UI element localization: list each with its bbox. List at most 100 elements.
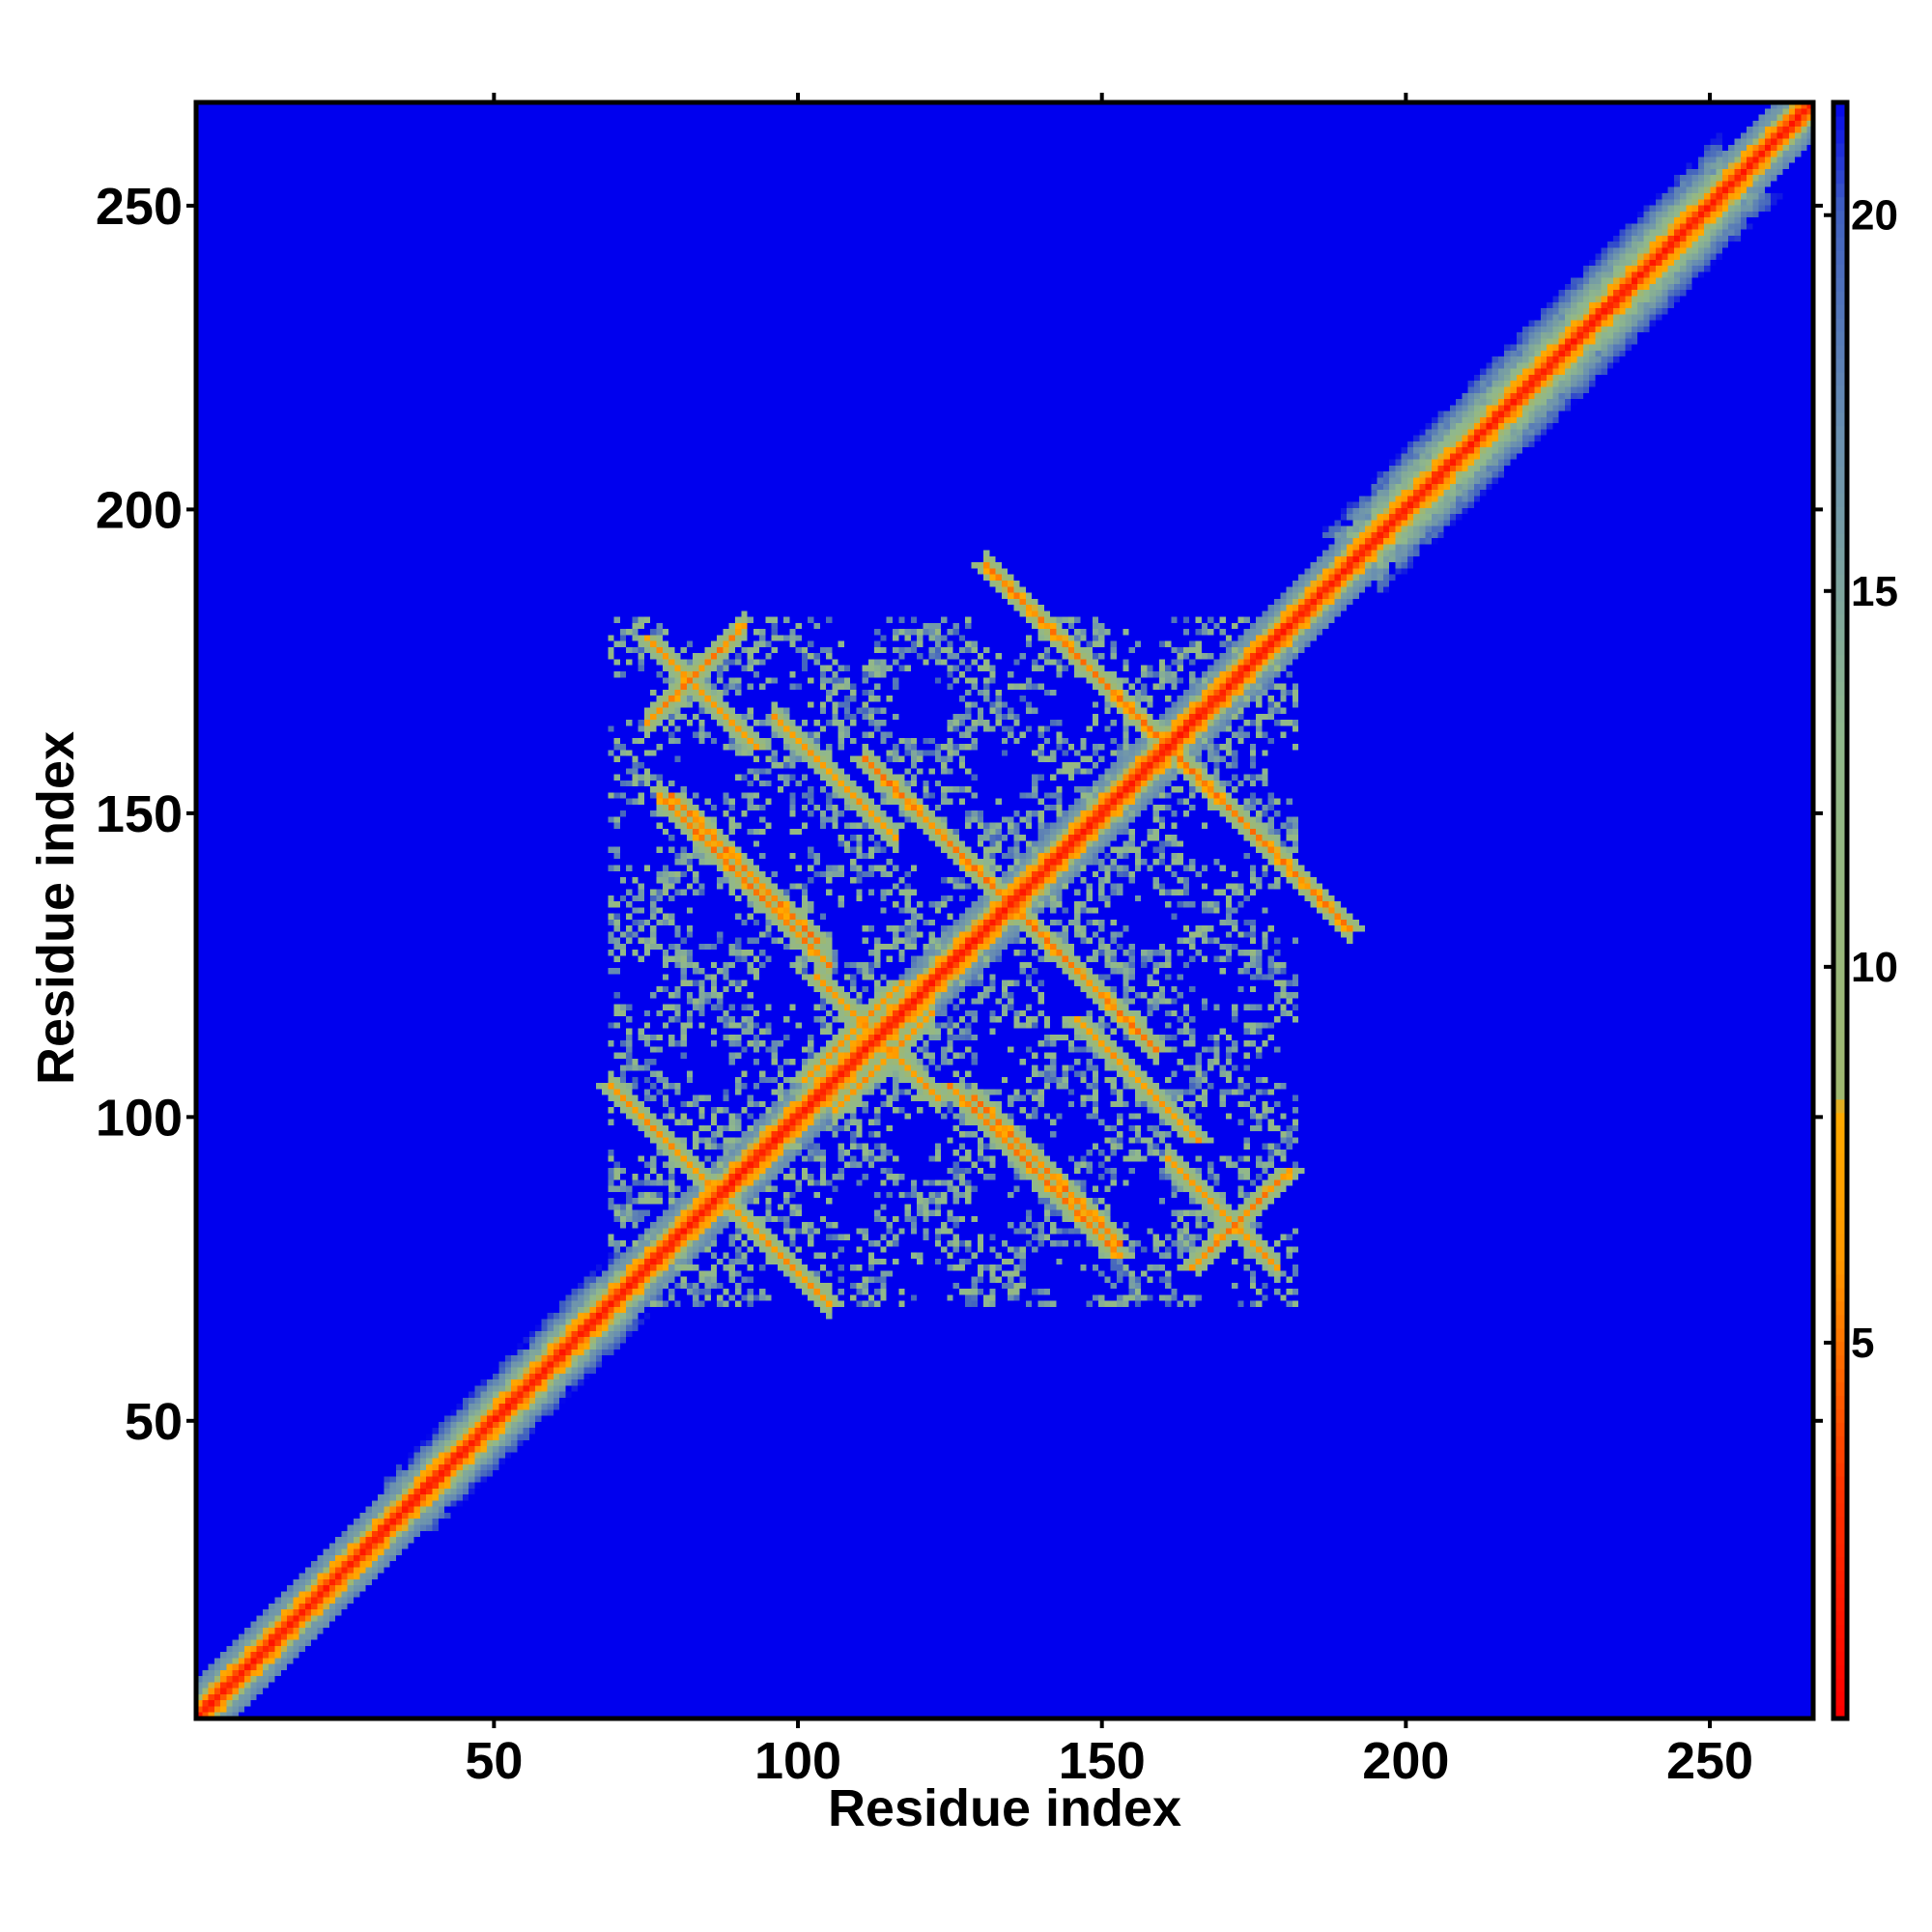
colorbar-segment xyxy=(1833,1058,1847,1073)
colorbar-segment xyxy=(1833,1637,1847,1652)
colorbar-segment xyxy=(1833,1287,1847,1302)
colorbar-segment xyxy=(1833,627,1847,642)
colorbar-segment xyxy=(1833,1300,1847,1316)
colorbar-segment xyxy=(1833,1556,1847,1572)
colorbar-segment xyxy=(1833,789,1847,804)
colorbar-segment xyxy=(1833,1395,1847,1409)
colorbar-segment xyxy=(1833,466,1847,480)
colorbar-segment xyxy=(1833,1624,1847,1638)
colorbar-segment xyxy=(1833,1207,1847,1221)
colorbar-segment xyxy=(1833,1543,1847,1558)
colorbar-segment xyxy=(1833,923,1847,938)
colorbar-segment xyxy=(1833,412,1847,427)
colorbar-segment xyxy=(1833,439,1847,454)
colorbar-segment xyxy=(1833,1583,1847,1599)
colorbar-segment xyxy=(1833,264,1847,278)
colorbar-segment xyxy=(1833,896,1847,912)
colorbar-segment xyxy=(1833,237,1847,251)
colorbar-segment xyxy=(1833,978,1847,992)
colorbar-segment xyxy=(1833,1044,1847,1060)
colorbar-segment xyxy=(1833,1098,1847,1114)
colorbar-segment xyxy=(1833,1570,1847,1585)
colorbar: 5 10 15 20 xyxy=(1824,99,1898,1721)
colorbar-segment xyxy=(1833,344,1847,359)
colorbar-segment xyxy=(1833,1005,1847,1019)
colorbar-segment xyxy=(1833,1273,1847,1289)
colorbar-segment xyxy=(1833,668,1847,683)
colorbar-segment xyxy=(1833,1489,1847,1504)
colorbar-segment xyxy=(1833,1449,1847,1463)
colorbar-segment xyxy=(1833,547,1847,561)
colorbar-segment xyxy=(1833,452,1847,468)
colorbar-segment xyxy=(1833,520,1847,534)
colorbar-segment xyxy=(1833,371,1847,386)
colorbar-segment xyxy=(1833,1314,1847,1329)
colorbar-segment xyxy=(1833,318,1847,332)
colorbar-segment xyxy=(1833,829,1847,844)
colorbar-segment xyxy=(1833,1408,1847,1423)
x-tick-label: 250 xyxy=(1666,1732,1753,1790)
heatmap-cells xyxy=(196,102,1813,1719)
colorbar-segment xyxy=(1833,869,1847,885)
colorbar-segment xyxy=(1833,776,1847,790)
colorbar-segment xyxy=(1833,277,1847,292)
colorbar-segment xyxy=(1833,1152,1847,1167)
colorbar-segment xyxy=(1833,493,1847,507)
colorbar-segment xyxy=(1833,1463,1847,1477)
colorbar-segment xyxy=(1833,115,1847,130)
colorbar-segment xyxy=(1833,1691,1847,1706)
colorbar-segment xyxy=(1833,1139,1847,1154)
y-tick-label: 200 xyxy=(96,481,183,539)
colorbar-segment xyxy=(1833,1422,1847,1436)
colorbar-segment xyxy=(1833,708,1847,723)
colorbar-segment xyxy=(1833,1166,1847,1180)
colorbar-segment xyxy=(1833,1071,1847,1087)
colorbar-segment xyxy=(1833,815,1847,831)
colorbar-segment xyxy=(1833,1031,1847,1046)
colorbar-segment xyxy=(1833,1435,1847,1450)
x-tick-label: 200 xyxy=(1362,1732,1449,1790)
colorbar-tick-label: 15 xyxy=(1851,568,1898,615)
plot-frame xyxy=(193,99,1816,1721)
colorbar-segment xyxy=(1833,681,1847,696)
colorbar-segment xyxy=(1833,1220,1847,1235)
colorbar-segment xyxy=(1833,1085,1847,1100)
colorbar-segment xyxy=(1833,695,1847,709)
colorbar-segment xyxy=(1833,196,1847,212)
colorbar-segment xyxy=(1833,1651,1847,1665)
colorbar-segment xyxy=(1833,425,1847,440)
colorbar-segment xyxy=(1833,506,1847,521)
colorbar-segment xyxy=(1833,304,1847,319)
colorbar-segment xyxy=(1833,1502,1847,1518)
x-tick-label: 150 xyxy=(1059,1732,1146,1790)
plot-area xyxy=(196,102,1813,1719)
colorbar-segment xyxy=(1833,1705,1847,1719)
colorbar-segment xyxy=(1833,1018,1847,1033)
colorbar-segment xyxy=(1833,1597,1847,1612)
colorbar-segment xyxy=(1833,600,1847,615)
colorbar-segment xyxy=(1833,1179,1847,1194)
y-axis-title: Residue index xyxy=(27,731,85,1085)
colorbar-tick-label: 10 xyxy=(1851,944,1898,991)
colorbar-segment xyxy=(1833,735,1847,750)
colorbar-segment xyxy=(1833,762,1847,777)
axes: 50 100 150 200 250 50 100 150 200 250 xyxy=(96,93,1823,1790)
colorbar-segment xyxy=(1833,1516,1847,1531)
colorbar-segment xyxy=(1833,1476,1847,1491)
y-tick-label: 50 xyxy=(125,1393,183,1451)
x-tick-label: 50 xyxy=(465,1732,523,1790)
colorbar-segment xyxy=(1833,883,1847,898)
colorbar-segment xyxy=(1833,951,1847,965)
colorbar-segment xyxy=(1833,142,1847,157)
colorbar-segment xyxy=(1833,1341,1847,1356)
colorbar-segment xyxy=(1833,357,1847,373)
colorbar-segment xyxy=(1833,479,1847,494)
colorbar-segment xyxy=(1833,1247,1847,1262)
colorbar-segment xyxy=(1833,169,1847,185)
colorbar-segment xyxy=(1833,842,1847,858)
colorbar-tick-label: 5 xyxy=(1851,1320,1874,1367)
colorbar-segment xyxy=(1833,1193,1847,1208)
colorbar-segment xyxy=(1833,991,1847,1006)
colorbar-segment xyxy=(1833,128,1847,144)
